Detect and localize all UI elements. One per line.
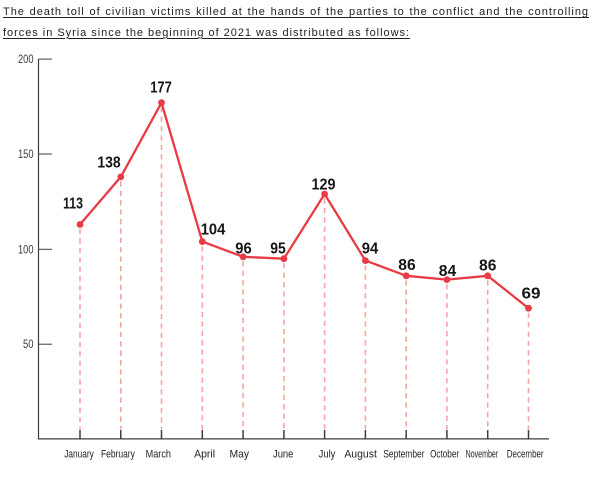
svg-text:94: 94 — [362, 241, 379, 258]
svg-text:July: July — [319, 448, 336, 460]
svg-text:150: 150 — [18, 147, 34, 161]
svg-text:50: 50 — [23, 337, 34, 351]
svg-text:February: February — [101, 448, 135, 460]
svg-text:113: 113 — [63, 196, 83, 213]
svg-text:March: March — [146, 448, 171, 460]
svg-text:84: 84 — [439, 263, 457, 280]
svg-text:86: 86 — [398, 257, 416, 274]
svg-text:177: 177 — [150, 80, 172, 97]
svg-text:86: 86 — [479, 257, 497, 274]
svg-text:April: April — [194, 448, 215, 460]
svg-text:104: 104 — [201, 222, 226, 239]
svg-text:69: 69 — [522, 286, 541, 303]
svg-text:95: 95 — [270, 241, 286, 258]
svg-text:October: October — [430, 448, 459, 460]
svg-text:November: November — [466, 448, 499, 460]
svg-text:129: 129 — [312, 177, 336, 194]
svg-text:138: 138 — [97, 155, 121, 172]
svg-text:100: 100 — [18, 242, 34, 256]
svg-text:January: January — [64, 448, 94, 460]
svg-text:December: December — [507, 448, 544, 460]
svg-text:August: August — [344, 448, 377, 460]
svg-text:June: June — [273, 448, 293, 460]
svg-text:May: May — [230, 448, 250, 460]
svg-text:96: 96 — [235, 241, 252, 258]
svg-text:200: 200 — [18, 52, 34, 66]
svg-text:September: September — [383, 448, 424, 460]
